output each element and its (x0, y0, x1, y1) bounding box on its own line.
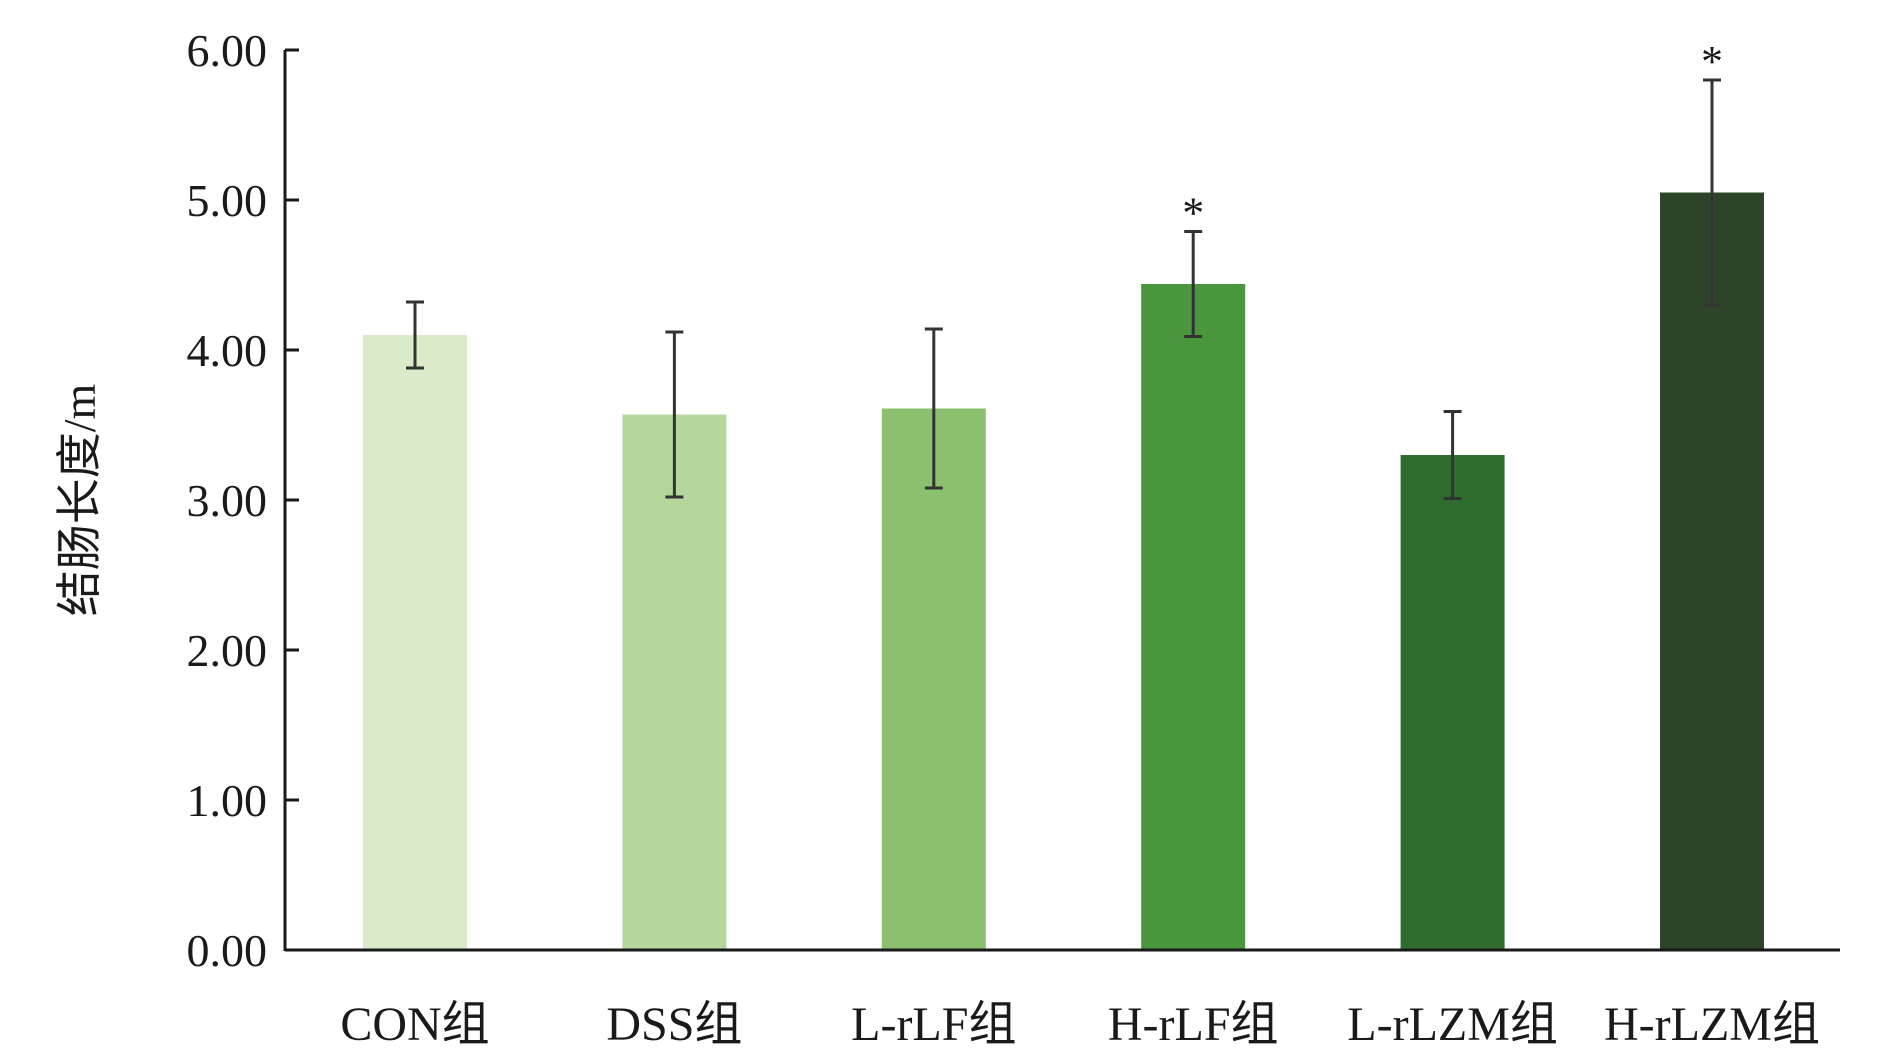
significance-mark: * (1701, 37, 1723, 86)
y-tick-label: 6.00 (187, 25, 268, 76)
y-tick-label: 5.00 (187, 175, 268, 226)
bar (1400, 455, 1505, 949)
y-tick-label: 3.00 (187, 475, 268, 526)
y-tick-label: 0.00 (187, 925, 268, 976)
y-tick-label: 2.00 (187, 625, 268, 676)
x-category-label: H-rLZM组 (1604, 998, 1820, 1051)
bar (881, 408, 986, 949)
y-tick-label: 1.00 (187, 775, 268, 826)
significance-mark: * (1182, 189, 1204, 238)
x-category-label: DSS组 (606, 998, 742, 1051)
x-category-label: CON组 (340, 998, 489, 1051)
x-category-label: L-rLF组 (851, 998, 1016, 1051)
bar (622, 414, 727, 949)
bar (1141, 284, 1246, 949)
x-category-label: H-rLF组 (1108, 998, 1279, 1051)
bar (363, 335, 467, 949)
y-tick-label: 4.00 (187, 325, 268, 376)
bar (1660, 192, 1764, 949)
x-category-label: L-rLZM组 (1347, 998, 1558, 1051)
y-axis-label: 结肠长度/m (54, 384, 105, 617)
